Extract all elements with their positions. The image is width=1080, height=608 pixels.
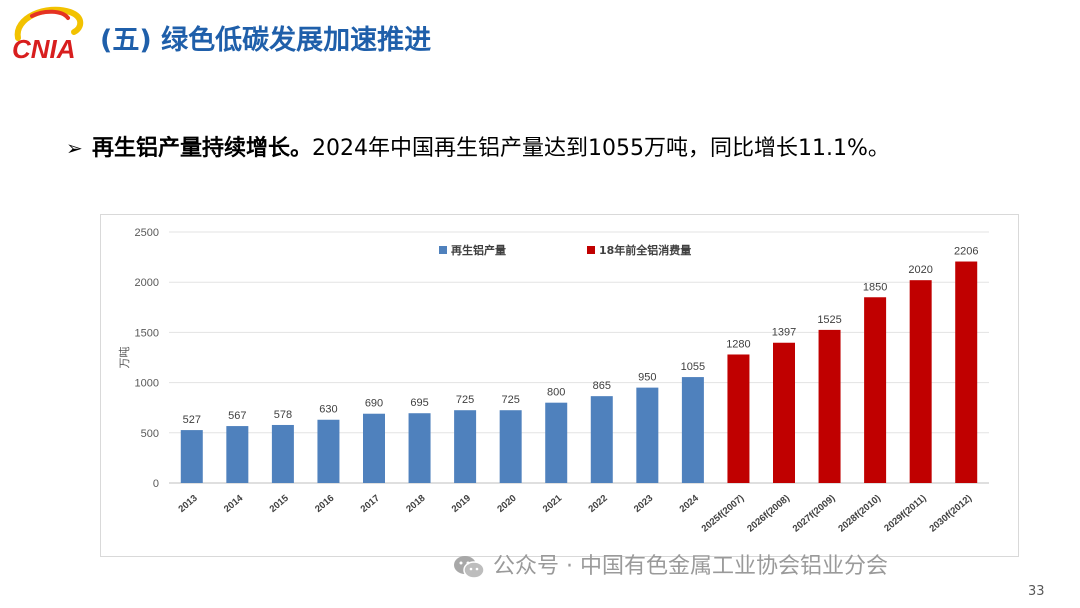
x-tick-label: 2022 — [586, 493, 609, 515]
y-tick-label: 0 — [153, 478, 159, 490]
data-label: 695 — [410, 397, 428, 409]
data-label: 1397 — [772, 327, 796, 339]
chart-frame: 0 500 1000 1500 2000 2500 万吨 527 2013 567 2014 578 2… — [100, 214, 1019, 557]
legend-swatch — [587, 246, 595, 254]
y-tick-label: 2000 — [135, 277, 159, 289]
bar — [590, 396, 613, 483]
y-tick-label: 1500 — [135, 327, 159, 339]
legend-label: 再生铝产量 — [451, 243, 506, 257]
x-tick-label: 2027f(2009) — [791, 493, 838, 535]
bar — [818, 329, 841, 483]
bullet-point: ➢ 再生铝产量持续增长。2024年中国再生铝产量达到1055万吨，同比增长11.1… — [66, 130, 890, 162]
x-tick-label: 2020 — [495, 493, 518, 515]
y-axis-label: 万吨 — [118, 347, 131, 369]
y-tick-label: 500 — [141, 428, 159, 440]
data-label: 1055 — [681, 361, 705, 373]
data-label: 527 — [183, 414, 201, 426]
data-label: 578 — [274, 409, 292, 421]
data-label: 950 — [638, 372, 656, 384]
data-label: 725 — [501, 394, 519, 406]
bar — [681, 377, 704, 483]
x-tick-label: 2019 — [450, 493, 473, 515]
x-tick-label: 2017 — [359, 493, 382, 515]
data-label: 865 — [593, 380, 611, 392]
data-label: 567 — [228, 410, 246, 422]
x-tick-label: 2028f(2010) — [836, 493, 883, 535]
x-tick-label: 2016 — [313, 493, 336, 515]
logo-text: CNIA — [12, 34, 76, 64]
bar — [955, 261, 978, 483]
x-tick-label: 2024 — [678, 492, 702, 514]
bar — [317, 419, 340, 483]
y-tick-label: 2500 — [135, 227, 159, 239]
x-tick-label: 2014 — [222, 492, 246, 514]
data-label: 2206 — [954, 246, 978, 258]
bullet-text: 2024年中国再生铝产量达到1055万吨，同比增长11.1%。 — [312, 136, 890, 161]
x-tick-label: 2025f(2007) — [700, 493, 747, 535]
bar — [909, 280, 932, 483]
legend-label: 18年前全铝消费量 — [599, 243, 691, 257]
bar — [363, 413, 385, 483]
bullet-arrow-icon: ➢ — [66, 136, 83, 160]
x-tick-label: 2021 — [541, 492, 565, 514]
slide-title: (五) 绿色低碳发展加速推进 — [100, 25, 432, 56]
y-tick-label: 1000 — [135, 378, 159, 390]
bar — [180, 430, 203, 483]
bar — [454, 410, 477, 483]
bullet-lead: 再生铝产量持续增长。 — [92, 136, 313, 161]
data-label: 630 — [319, 404, 337, 416]
data-label: 1850 — [863, 281, 887, 293]
data-label: 725 — [456, 394, 474, 406]
page-number: 33 — [1028, 584, 1045, 599]
bar — [636, 387, 659, 483]
bar — [773, 342, 795, 483]
x-tick-label: 2015 — [268, 492, 292, 514]
legend-swatch — [439, 246, 447, 254]
x-tick-label: 2030f(2012) — [927, 493, 974, 535]
bar — [408, 413, 431, 483]
cnia-logo: CNIA — [12, 6, 84, 64]
data-label: 690 — [365, 398, 383, 410]
data-label: 1525 — [817, 314, 841, 326]
data-label: 800 — [547, 387, 565, 399]
x-tick-label: 2026f(2008) — [745, 493, 792, 535]
bar-chart: 0 500 1000 1500 2000 2500 万吨 527 2013 567 2014 578 2… — [118, 227, 989, 535]
bar — [226, 426, 249, 483]
bar — [271, 424, 294, 483]
bar — [499, 410, 522, 483]
data-label: 1280 — [726, 338, 750, 350]
x-tick-label: 2023 — [632, 493, 655, 515]
bar — [545, 402, 568, 483]
watermark-text: 公众号 · 中国有色金属工业协会铝业分会 — [493, 554, 888, 579]
bar — [864, 297, 887, 483]
x-tick-label: 2018 — [404, 493, 427, 515]
x-tick-label: 2013 — [176, 493, 199, 515]
wechat-icon — [454, 556, 485, 579]
data-label: 2020 — [908, 264, 932, 276]
bar — [727, 354, 750, 483]
watermark: 公众号 · 中国有色金属工业协会铝业分会 — [453, 548, 888, 580]
x-tick-label: 2029f(2011) — [882, 493, 928, 534]
